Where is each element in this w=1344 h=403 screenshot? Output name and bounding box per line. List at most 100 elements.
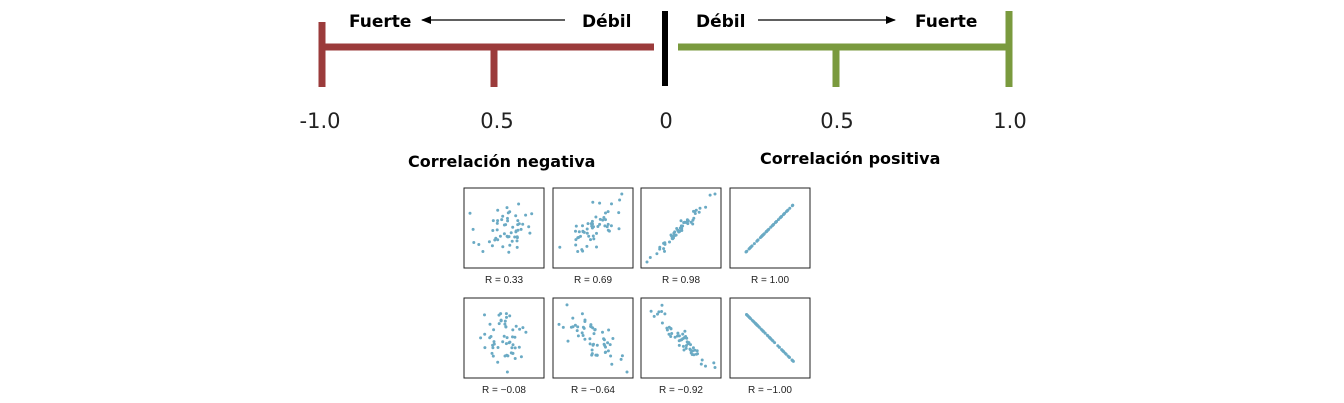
scatter-point bbox=[516, 228, 520, 232]
scatter-point bbox=[700, 358, 704, 362]
scatter-point bbox=[574, 229, 577, 233]
scatter-point bbox=[483, 346, 487, 350]
scatter-point bbox=[679, 224, 683, 228]
scatter-point bbox=[606, 210, 610, 214]
scatter-point bbox=[784, 352, 788, 356]
scatter-point bbox=[561, 325, 565, 329]
scatter-point bbox=[515, 245, 519, 249]
scatter-point bbox=[602, 338, 606, 342]
scatter-point bbox=[488, 322, 492, 326]
scatter-point bbox=[665, 326, 669, 330]
scatter-point bbox=[758, 236, 762, 240]
scatter-point bbox=[603, 224, 607, 228]
scatter-point bbox=[790, 204, 794, 208]
scatter-point bbox=[580, 312, 584, 316]
scatter-point bbox=[663, 249, 666, 253]
scatter-panel: R = −0.92 bbox=[640, 297, 722, 396]
scatter-point bbox=[667, 325, 671, 329]
scatter-point bbox=[492, 340, 496, 344]
scatter-point bbox=[588, 342, 592, 346]
scatter-point bbox=[574, 238, 578, 242]
scatter-point bbox=[573, 323, 577, 327]
scatter-point bbox=[513, 357, 517, 360]
scatter-point bbox=[595, 343, 599, 347]
scatter-point bbox=[667, 332, 671, 336]
scatter-point bbox=[491, 346, 495, 350]
scatter-point bbox=[619, 357, 623, 361]
scatter-point bbox=[697, 210, 701, 214]
scatter-point bbox=[596, 225, 600, 228]
scatter-point bbox=[695, 349, 699, 353]
scatter-point bbox=[658, 245, 662, 249]
tick-label-one: 1.0 bbox=[993, 109, 1026, 133]
scatter-point bbox=[581, 334, 585, 337]
scatter-point bbox=[676, 334, 679, 338]
scatter-panel: R = 0.98 bbox=[640, 187, 722, 286]
scatter-point bbox=[670, 332, 674, 335]
scatter-point bbox=[483, 332, 487, 336]
scatter-point bbox=[502, 232, 506, 236]
scatter-point bbox=[699, 362, 703, 366]
scatter-point bbox=[501, 214, 505, 218]
scatter-point bbox=[571, 316, 575, 320]
scatter-point bbox=[677, 343, 681, 347]
scatter-panel-caption: R = 0.69 bbox=[574, 275, 613, 286]
tick-label-negative-half: 0.5 bbox=[480, 109, 513, 133]
scatter-point bbox=[468, 211, 472, 215]
scatter-point bbox=[566, 339, 570, 343]
scatter-point bbox=[581, 325, 585, 329]
scatter-point bbox=[491, 219, 495, 223]
scatter-point bbox=[490, 351, 494, 355]
scatter-point bbox=[779, 215, 783, 219]
scatter-point bbox=[589, 238, 592, 242]
scatter-point bbox=[776, 344, 780, 348]
scatter-point bbox=[517, 202, 521, 206]
scatter-point bbox=[595, 245, 598, 249]
scatter-point bbox=[713, 366, 717, 369]
positive-strong-label: Fuerte bbox=[915, 12, 977, 32]
scatter-point bbox=[500, 218, 504, 222]
scatter-point bbox=[606, 228, 610, 232]
scatter-panel: R = 1.00 bbox=[729, 187, 811, 286]
scatter-panels: R = 0.33 R = 0.69 R = 0.98 R = 1.00 R = −0.0… bbox=[463, 187, 811, 396]
scatter-point bbox=[617, 227, 621, 231]
scatter-point bbox=[498, 234, 502, 238]
scatter-point bbox=[487, 240, 491, 244]
scatter-point bbox=[592, 332, 596, 336]
scatter-point bbox=[648, 256, 652, 259]
scatter-point bbox=[657, 310, 661, 314]
scatter-point bbox=[604, 218, 607, 222]
scatter-point bbox=[576, 334, 580, 338]
scatter-point bbox=[791, 359, 795, 363]
scatter-point bbox=[676, 331, 680, 335]
scatter-panel-caption: R = 0.98 bbox=[662, 275, 701, 286]
scatter-point bbox=[509, 231, 513, 235]
scatter-panel-caption: R = −0.92 bbox=[659, 385, 703, 396]
scatter-point bbox=[514, 324, 518, 328]
scatter-point bbox=[770, 338, 774, 342]
scatter-point bbox=[606, 222, 610, 226]
scatter-point bbox=[652, 314, 656, 318]
scatter-point bbox=[598, 222, 602, 226]
scatter-point bbox=[574, 243, 578, 247]
scatter-point bbox=[786, 208, 790, 212]
scatter-point bbox=[471, 227, 475, 231]
scatter-point bbox=[656, 312, 659, 316]
scatter-point bbox=[660, 310, 664, 313]
scatter-point bbox=[585, 227, 589, 231]
scatter-point bbox=[606, 341, 610, 345]
scatter-point bbox=[673, 234, 677, 237]
scatter-point bbox=[505, 315, 508, 319]
scatter-point bbox=[583, 318, 587, 322]
scatter-point bbox=[518, 327, 522, 331]
scatter-point bbox=[513, 335, 517, 339]
scatter-point bbox=[492, 342, 496, 346]
scatter-panel-caption: R = −0.08 bbox=[482, 385, 526, 396]
scatter-point bbox=[698, 206, 702, 210]
scatter-panel-frame bbox=[552, 297, 634, 379]
scatter-point bbox=[618, 198, 622, 202]
negative-section-title: Correlación negativa bbox=[408, 152, 595, 171]
scatter-point bbox=[755, 239, 759, 243]
scatter-point bbox=[774, 220, 778, 224]
scatter-point bbox=[660, 321, 664, 325]
